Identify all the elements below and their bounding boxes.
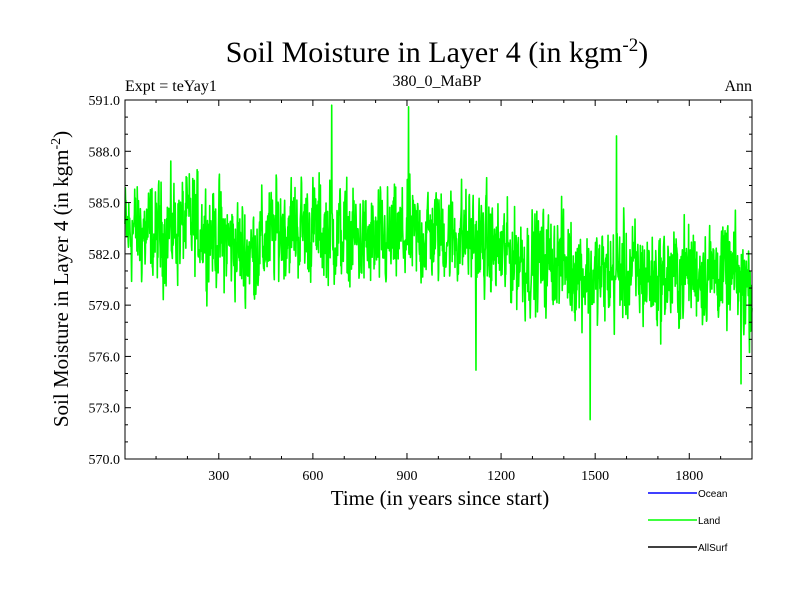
x-axis-label: Time (in years since start) (331, 486, 550, 510)
x-tick-label: 900 (396, 469, 417, 484)
chart-title-sup: -2 (622, 35, 638, 56)
chart-title-close: ) (638, 36, 648, 69)
y-axis-label-close: ) (49, 131, 73, 138)
y-axis-label: Soil Moisture in Layer 4 (in kgm-2) (49, 131, 73, 427)
y-axis-label-text: Soil Moisture in Layer 4 (in kgm (49, 150, 73, 428)
x-tick-label: 300 (208, 469, 229, 484)
y-tick-label: 573.0 (89, 402, 121, 417)
y-axis-label-sup: -2 (49, 138, 64, 150)
season-label: Ann (724, 78, 752, 95)
y-tick-label: 582.0 (89, 248, 121, 263)
tick-layer: 300 600 900 1200 1500 1800 570.0 573.0 576.0 579.… (89, 94, 752, 484)
chart-title: Soil Moisture in Layer 4 (in kgm-2) (226, 35, 648, 69)
legend-label-land: Land (698, 516, 720, 527)
legend-label-allsurf: AllSurf (698, 543, 728, 554)
y-tick-label: 576.0 (89, 350, 121, 365)
legend-label-ocean: Ocean (698, 489, 727, 500)
y-tick-label: 591.0 (89, 94, 121, 109)
x-tick-label: 1500 (581, 469, 609, 484)
y-tick-label: 588.0 (89, 145, 121, 160)
series-layer (124, 104, 753, 421)
x-tick-label: 600 (302, 469, 323, 484)
y-tick-label: 579.0 (89, 299, 121, 314)
series-line-land (124, 104, 753, 421)
y-tick-label: 585.0 (89, 197, 121, 212)
x-tick-label: 1800 (675, 469, 703, 484)
chart-title-text: Soil Moisture in Layer 4 (in kgm (226, 36, 623, 69)
period-label: 380_0_MaBP (393, 73, 482, 90)
legend: Ocean Land AllSurf (648, 489, 728, 554)
y-tick-label: 570.0 (89, 453, 121, 468)
x-tick-label: 1200 (487, 469, 515, 484)
experiment-label: Expt = teYay1 (125, 78, 217, 95)
